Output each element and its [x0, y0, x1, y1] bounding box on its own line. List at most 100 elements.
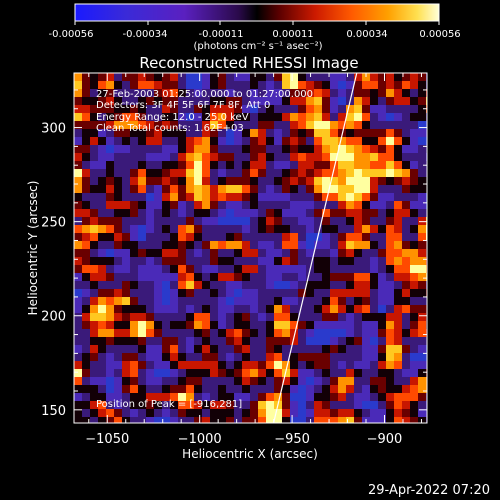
heatmap-cell: [314, 249, 322, 257]
heatmap-cell: [290, 185, 298, 193]
heatmap-cell: [194, 105, 202, 113]
heatmap-cell: [138, 153, 146, 161]
heatmap-cell: [82, 153, 90, 161]
heatmap-cell: [266, 217, 274, 225]
heatmap-cell: [82, 305, 90, 313]
heatmap-cell: [154, 97, 162, 105]
heatmap-cell: [130, 169, 138, 177]
heatmap-cell: [210, 345, 218, 353]
heatmap-cell: [90, 89, 98, 97]
heatmap-cell: [138, 145, 146, 153]
heatmap-cell: [290, 121, 298, 129]
heatmap-cell: [170, 177, 178, 185]
heatmap-cell: [362, 169, 370, 177]
heatmap-cell: [402, 201, 410, 209]
heatmap-cell: [346, 265, 354, 273]
heatmap-cell: [378, 105, 386, 113]
heatmap-cell: [346, 137, 354, 145]
heatmap-cell: [186, 225, 194, 233]
heatmap-cell: [146, 401, 154, 409]
heatmap-cell: [194, 305, 202, 313]
heatmap-cell: [106, 137, 114, 145]
heatmap-cell: [98, 393, 106, 401]
heatmap-cell: [322, 353, 330, 361]
heatmap-cell: [410, 169, 418, 177]
heatmap-cell: [394, 201, 402, 209]
heatmap-cell: [122, 353, 130, 361]
heatmap-cell: [378, 273, 386, 281]
heatmap-cell: [362, 345, 370, 353]
heatmap-cell: [194, 409, 202, 417]
heatmap-cell: [298, 345, 306, 353]
heatmap-cell: [202, 289, 210, 297]
heatmap-cell: [98, 217, 106, 225]
heatmap-cell: [298, 249, 306, 257]
heatmap-cell: [130, 161, 138, 169]
heatmap-cell: [98, 185, 106, 193]
heatmap-cell: [346, 313, 354, 321]
heatmap-cell: [138, 89, 146, 97]
heatmap-cell: [402, 353, 410, 361]
heatmap-cell: [146, 273, 154, 281]
heatmap-cell: [362, 385, 370, 393]
heatmap-cell: [130, 105, 138, 113]
heatmap-cell: [354, 417, 362, 423]
heatmap-cell: [378, 377, 386, 385]
heatmap-cell: [202, 129, 210, 137]
heatmap-cell: [122, 177, 130, 185]
heatmap-cell: [234, 409, 242, 417]
heatmap-cell: [394, 121, 402, 129]
heatmap-cell: [370, 137, 378, 145]
heatmap-cell: [282, 337, 290, 345]
heatmap-cell: [410, 105, 418, 113]
heatmap-cell: [74, 313, 82, 321]
heatmap-cell: [410, 249, 418, 257]
heatmap-cell: [154, 393, 162, 401]
heatmap-cell: [338, 385, 346, 393]
heatmap-cell: [74, 169, 82, 177]
heatmap-cell: [386, 337, 394, 345]
heatmap-cell: [346, 153, 354, 161]
heatmap-cell: [170, 305, 178, 313]
heatmap-cell: [114, 97, 122, 105]
heatmap-cell: [82, 313, 90, 321]
heatmap-cell: [346, 177, 354, 185]
heatmap-cell: [306, 289, 314, 297]
heatmap-cell: [226, 121, 234, 129]
heatmap-cell: [242, 345, 250, 353]
heatmap-cell: [170, 145, 178, 153]
heatmap-cell: [178, 361, 186, 369]
heatmap-cell: [282, 257, 290, 265]
heatmap-cell: [346, 361, 354, 369]
heatmap-cell: [402, 409, 410, 417]
heatmap-cell: [386, 361, 394, 369]
heatmap-cell: [146, 145, 154, 153]
heatmap-cell: [314, 225, 322, 233]
heatmap-cell: [346, 369, 354, 377]
heatmap-cell: [274, 233, 282, 241]
heatmap-cell: [378, 81, 386, 89]
heatmap-cell: [378, 201, 386, 209]
heatmap-cell: [170, 337, 178, 345]
heatmap-cell: [226, 113, 234, 121]
heatmap-cell: [378, 153, 386, 161]
heatmap-cell: [266, 113, 274, 121]
heatmap-cell: [106, 337, 114, 345]
heatmap-cell: [386, 297, 394, 305]
heatmap-cell: [154, 137, 162, 145]
heatmap-cell: [274, 73, 282, 81]
heatmap-cell: [114, 129, 122, 137]
heatmap-cell: [402, 377, 410, 385]
heatmap-cell: [114, 81, 122, 89]
heatmap-cell: [202, 97, 210, 105]
heatmap-cell: [186, 73, 194, 81]
heatmap-cell: [354, 329, 362, 337]
heatmap-cell: [106, 297, 114, 305]
heatmap-cell: [194, 185, 202, 193]
heatmap-cell: [170, 321, 178, 329]
heatmap-cell: [226, 81, 234, 89]
heatmap-cell: [242, 177, 250, 185]
heatmap-cell: [242, 265, 250, 273]
x-tick-label: −950: [274, 432, 310, 447]
heatmap-cell: [418, 289, 426, 297]
